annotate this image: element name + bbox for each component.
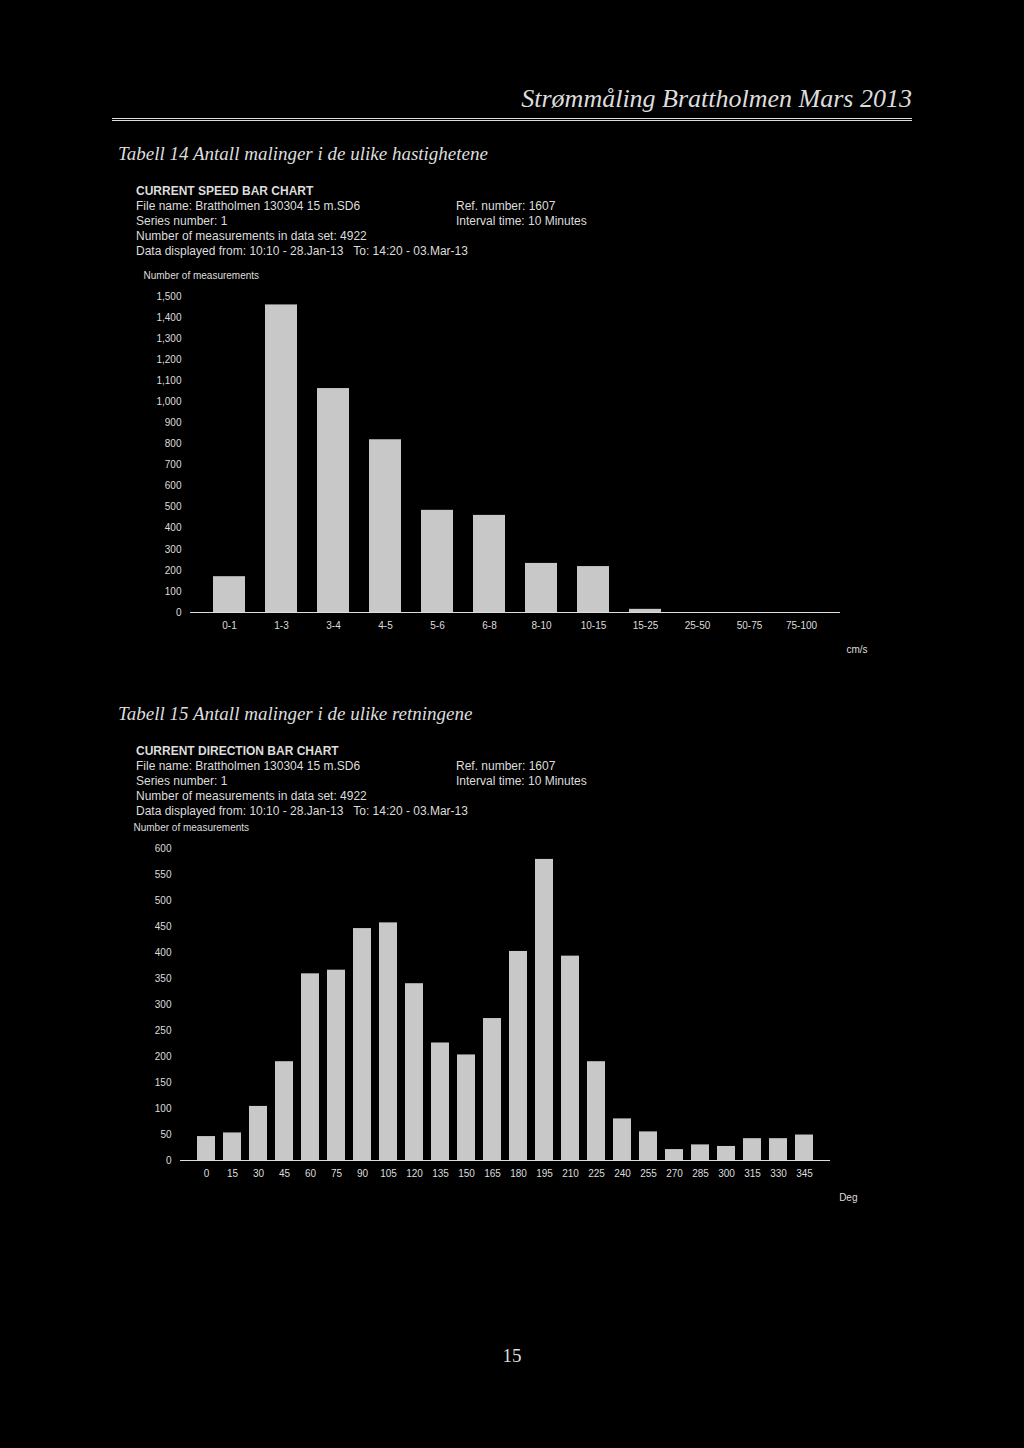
html-text:CURRENT SPEED BAR CHART: CURRENT SPEED BAR CHART — [136, 184, 314, 198]
svg-text:50-75: 50-75 — [737, 620, 763, 631]
svg-text:0: 0 — [166, 1155, 172, 1166]
svg-text:30: 30 — [253, 1168, 265, 1179]
svg-text:135: 135 — [432, 1168, 449, 1179]
svg-text:1,100: 1,100 — [156, 375, 181, 386]
html-text:Series number: 1: Series number: 1 — [136, 214, 228, 228]
svg-text:165: 165 — [484, 1168, 501, 1179]
svg-text:0: 0 — [204, 1168, 210, 1179]
svg-text:4-5: 4-5 — [378, 620, 393, 631]
svg-text:60: 60 — [305, 1168, 317, 1179]
html-text:Series number: 1: Series number: 1 — [136, 774, 228, 788]
svg-text:100: 100 — [165, 586, 182, 597]
svg-text:195: 195 — [536, 1168, 553, 1179]
svg-text:400: 400 — [155, 947, 172, 958]
html-text:Number of measurements in data: Number of measurements in data set: 4922 — [136, 789, 367, 803]
svg-text:25-50: 25-50 — [685, 620, 711, 631]
svg-text:Deg: Deg — [839, 1192, 857, 1203]
svg-text:1,400: 1,400 — [156, 312, 181, 323]
svg-text:50: 50 — [160, 1129, 172, 1140]
svg-text:5-6: 5-6 — [430, 620, 445, 631]
html-text:Tabell 14 Antall malinger i de: Tabell 14 Antall malinger i de ulike has… — [118, 143, 488, 164]
svg-text:255: 255 — [640, 1168, 657, 1179]
svg-text:240: 240 — [614, 1168, 631, 1179]
svg-text:8-10: 8-10 — [531, 620, 551, 631]
svg-text:300: 300 — [718, 1168, 735, 1179]
svg-text:10-15: 10-15 — [581, 620, 607, 631]
html-text:Interval time: 10 Minutes: Interval time: 10 Minutes — [456, 214, 587, 228]
svg-text:550: 550 — [155, 869, 172, 880]
svg-text:1,200: 1,200 — [156, 354, 181, 365]
svg-text:600: 600 — [165, 480, 182, 491]
svg-text:500: 500 — [155, 895, 172, 906]
svg-text:150: 150 — [155, 1077, 172, 1088]
svg-text:300: 300 — [165, 544, 182, 555]
svg-text:330: 330 — [770, 1168, 787, 1179]
svg-text:200: 200 — [155, 1051, 172, 1062]
svg-text:800: 800 — [165, 438, 182, 449]
html-text:Ref. number: 1607: Ref. number: 1607 — [456, 759, 556, 773]
html-text:15: 15 — [502, 1345, 522, 1366]
svg-text:0: 0 — [176, 607, 182, 618]
svg-text:1,000: 1,000 — [156, 396, 181, 407]
svg-text:15-25: 15-25 — [633, 620, 659, 631]
svg-text:150: 150 — [458, 1168, 475, 1179]
svg-text:1,500: 1,500 — [156, 291, 181, 302]
html-text:Data displayed from: 10:10 - 2: Data displayed from: 10:10 - 28.Jan-13 T… — [136, 244, 468, 258]
svg-text:285: 285 — [692, 1168, 709, 1179]
svg-text:1-3: 1-3 — [274, 620, 289, 631]
html-text:File name: Brattholmen 130304: File name: Brattholmen 130304 15 m.SD6 — [136, 199, 361, 213]
html-text:Strømmåling Brattholmen Mars 2: Strømmåling Brattholmen Mars 2013 — [521, 84, 912, 113]
html-text:Tabell 15 Antall malinger i de: Tabell 15 Antall malinger i de ulike ret… — [118, 703, 473, 724]
svg-text:Number of measurements: Number of measurements — [134, 822, 250, 833]
svg-text:cm/s: cm/s — [846, 644, 867, 655]
svg-text:500: 500 — [165, 501, 182, 512]
svg-text:300: 300 — [155, 999, 172, 1010]
svg-text:105: 105 — [380, 1168, 397, 1179]
html-text:CURRENT DIRECTION BAR CHART: CURRENT DIRECTION BAR CHART — [136, 744, 339, 758]
svg-text:900: 900 — [165, 417, 182, 428]
html-text:Interval time: 10 Minutes: Interval time: 10 Minutes — [456, 774, 587, 788]
svg-text:600: 600 — [155, 843, 172, 854]
svg-text:450: 450 — [155, 921, 172, 932]
svg-text:100: 100 — [155, 1103, 172, 1114]
svg-text:Number of measurements: Number of measurements — [144, 270, 260, 281]
html-text:Data displayed from: 10:10 - 2: Data displayed from: 10:10 - 28.Jan-13 T… — [136, 804, 468, 818]
svg-text:1,300: 1,300 — [156, 333, 181, 344]
svg-text:210: 210 — [562, 1168, 579, 1179]
svg-text:15: 15 — [227, 1168, 239, 1179]
svg-text:345: 345 — [796, 1168, 813, 1179]
svg-text:0-1: 0-1 — [222, 620, 237, 631]
svg-text:700: 700 — [165, 459, 182, 470]
svg-text:400: 400 — [165, 522, 182, 533]
svg-text:3-4: 3-4 — [326, 620, 341, 631]
svg-text:350: 350 — [155, 973, 172, 984]
svg-text:250: 250 — [155, 1025, 172, 1036]
svg-text:6-8: 6-8 — [482, 620, 497, 631]
svg-text:315: 315 — [744, 1168, 761, 1179]
svg-text:180: 180 — [510, 1168, 527, 1179]
svg-text:225: 225 — [588, 1168, 605, 1179]
svg-text:75: 75 — [331, 1168, 343, 1179]
svg-text:120: 120 — [406, 1168, 423, 1179]
svg-text:90: 90 — [357, 1168, 369, 1179]
svg-text:75-100: 75-100 — [786, 620, 818, 631]
svg-text:200: 200 — [165, 565, 182, 576]
html-text:Number of measurements in data: Number of measurements in data set: 4922 — [136, 229, 367, 243]
html-text:File name: Brattholmen 130304: File name: Brattholmen 130304 15 m.SD6 — [136, 759, 361, 773]
svg-text:45: 45 — [279, 1168, 291, 1179]
html-text:Ref. number: 1607: Ref. number: 1607 — [456, 199, 556, 213]
svg-text:270: 270 — [666, 1168, 683, 1179]
